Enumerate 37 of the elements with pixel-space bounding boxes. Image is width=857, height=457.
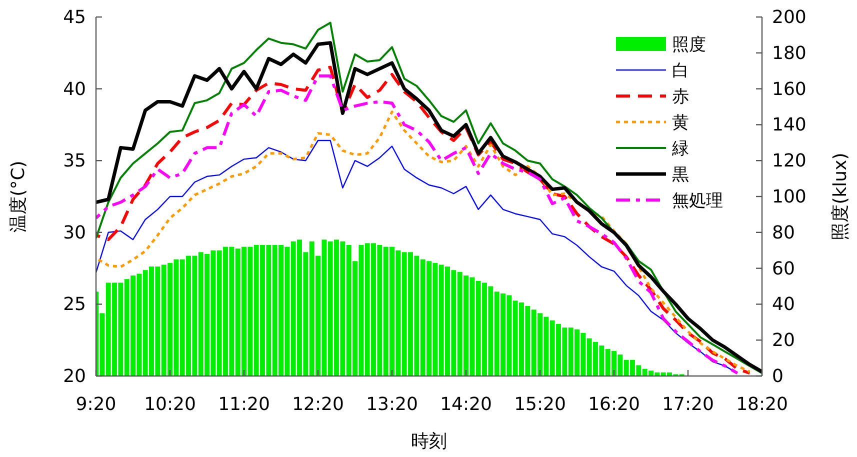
y2-tick-label: 60 — [772, 258, 795, 280]
y-axis-title: 温度(°C) — [8, 160, 29, 232]
y2-tick-label: 180 — [772, 42, 806, 64]
y2-tick-label: 200 — [772, 7, 806, 28]
y-tick-label: 25 — [63, 294, 86, 316]
legend-label: 無処理 — [672, 191, 723, 211]
legend-label: 照度 — [672, 35, 706, 55]
y2-tick-label: 100 — [772, 186, 806, 208]
y-tick-label: 30 — [63, 222, 86, 244]
y-tick-label: 40 — [63, 78, 86, 100]
x-tick-label: 18:20 — [736, 394, 788, 415]
x-tick-label: 12:20 — [292, 394, 344, 415]
y2-tick-label: 40 — [772, 294, 795, 316]
x-axis-title: 時刻 — [411, 431, 447, 452]
y2-tick-label: 160 — [772, 78, 806, 100]
y2-tick-label: 80 — [772, 222, 795, 244]
y2-tick-label: 0 — [772, 366, 784, 387]
y2-tick-label: 20 — [772, 330, 795, 352]
x-tick-label: 16:20 — [588, 394, 640, 415]
x-tick-label: 13:20 — [366, 394, 418, 415]
y-tick-label: 45 — [63, 7, 86, 28]
legend-label: 黄 — [672, 113, 689, 133]
legend-label: 赤 — [672, 87, 689, 107]
y2-tick-label: 120 — [772, 150, 806, 172]
x-tick-label: 10:20 — [144, 394, 196, 415]
x-tick-label: 11:20 — [218, 394, 270, 415]
legend-label: 白 — [672, 61, 689, 81]
y2-axis-title: 照度(klux) — [830, 152, 851, 240]
x-tick-label: 17:20 — [662, 394, 714, 415]
x-tick-label: 14:20 — [440, 394, 492, 415]
y-tick-label: 20 — [63, 366, 86, 387]
legend-label: 黒 — [672, 165, 689, 185]
x-tick-label: 9:20 — [76, 394, 116, 415]
y2-tick-label: 140 — [772, 114, 806, 136]
legend-label: 緑 — [671, 139, 689, 159]
x-tick-label: 15:20 — [514, 394, 566, 415]
y-tick-label: 35 — [63, 150, 86, 172]
